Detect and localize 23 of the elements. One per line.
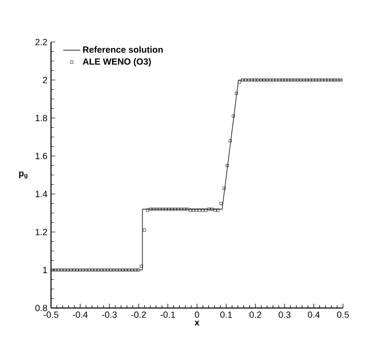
x-tick-label: -0.5	[44, 312, 58, 318]
y-axis-title: p$_{g}$	[19, 171, 28, 179]
y-tick-label: 0.8	[35, 304, 48, 312]
y-tick-label: 2.2	[35, 38, 48, 46]
y-tick-label: 1.2	[36, 228, 48, 236]
x-tick-label: -0.2	[131, 312, 146, 318]
x-tick-label: 0	[194, 312, 200, 318]
x-tick-label: 0.1	[220, 312, 232, 318]
x-tick-label: -0.3	[102, 312, 117, 318]
y-tick-label: 1.4	[36, 190, 48, 198]
legend-label: Reference solution	[83, 46, 163, 53]
x-tick-label: -0.4	[72, 312, 88, 318]
y-tick-label: 1.8	[36, 114, 48, 122]
y-tick-label: 2	[42, 76, 48, 84]
y-tick-label: 1	[43, 266, 48, 274]
x-tick-label: 0.4	[308, 312, 320, 318]
x-tick-label: 0.2	[250, 312, 262, 318]
x-tick-label: 0.3	[278, 312, 290, 318]
legend-label: ALE WENO (O3)	[82, 58, 151, 67]
y-tick-label: 1.6	[36, 152, 48, 160]
x-tick-label: -0.1	[160, 312, 176, 318]
x-tick-label: 0.5	[337, 312, 349, 318]
x-axis-title: x	[194, 320, 200, 326]
